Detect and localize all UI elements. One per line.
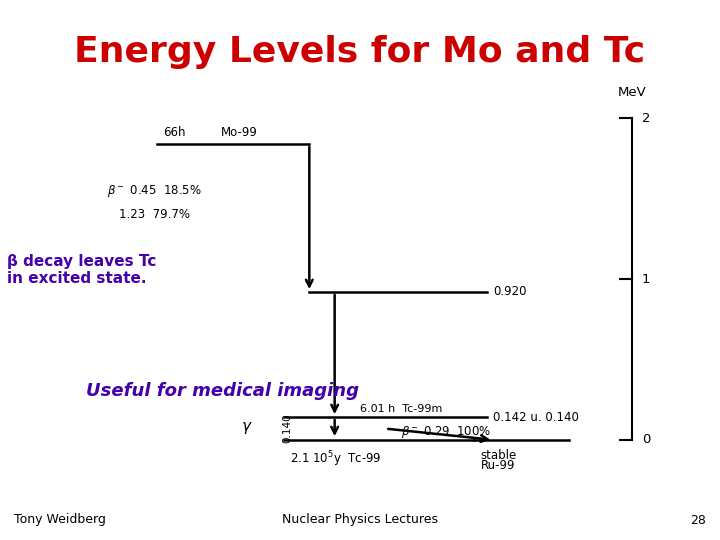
Text: 1.23  79.7%: 1.23 79.7% bbox=[120, 208, 190, 221]
Text: Ru-99: Ru-99 bbox=[480, 459, 515, 472]
Text: 1: 1 bbox=[642, 273, 650, 286]
Text: $\beta^-$ 0.29  100%: $\beta^-$ 0.29 100% bbox=[401, 424, 492, 440]
Text: 66h: 66h bbox=[163, 126, 186, 139]
Text: 2: 2 bbox=[642, 112, 650, 125]
Text: Nuclear Physics Lectures: Nuclear Physics Lectures bbox=[282, 514, 438, 526]
Text: Energy Levels for Mo and Tc: Energy Levels for Mo and Tc bbox=[74, 35, 646, 69]
Text: Tony Weidberg: Tony Weidberg bbox=[14, 514, 107, 526]
Text: Mo-99: Mo-99 bbox=[220, 126, 258, 139]
Text: $\gamma$: $\gamma$ bbox=[240, 421, 252, 436]
Text: stable: stable bbox=[480, 449, 517, 462]
Text: 28: 28 bbox=[690, 514, 706, 526]
Text: MeV: MeV bbox=[618, 86, 647, 99]
Text: β decay leaves Tc
in excited state.: β decay leaves Tc in excited state. bbox=[7, 254, 156, 286]
Text: 2.1 10$^5$y  Tc-99: 2.1 10$^5$y Tc-99 bbox=[290, 449, 382, 469]
Text: 6.01 h  Tc-99m: 6.01 h Tc-99m bbox=[360, 404, 442, 414]
Text: 0.140: 0.140 bbox=[282, 414, 292, 443]
Text: Useful for medical imaging: Useful for medical imaging bbox=[86, 382, 359, 401]
Text: $\beta^-$ 0.45  18.5%: $\beta^-$ 0.45 18.5% bbox=[107, 183, 202, 199]
Text: 0.142 u. 0.140: 0.142 u. 0.140 bbox=[493, 410, 579, 423]
Text: 0.920: 0.920 bbox=[493, 286, 526, 299]
Text: 0: 0 bbox=[642, 433, 650, 447]
